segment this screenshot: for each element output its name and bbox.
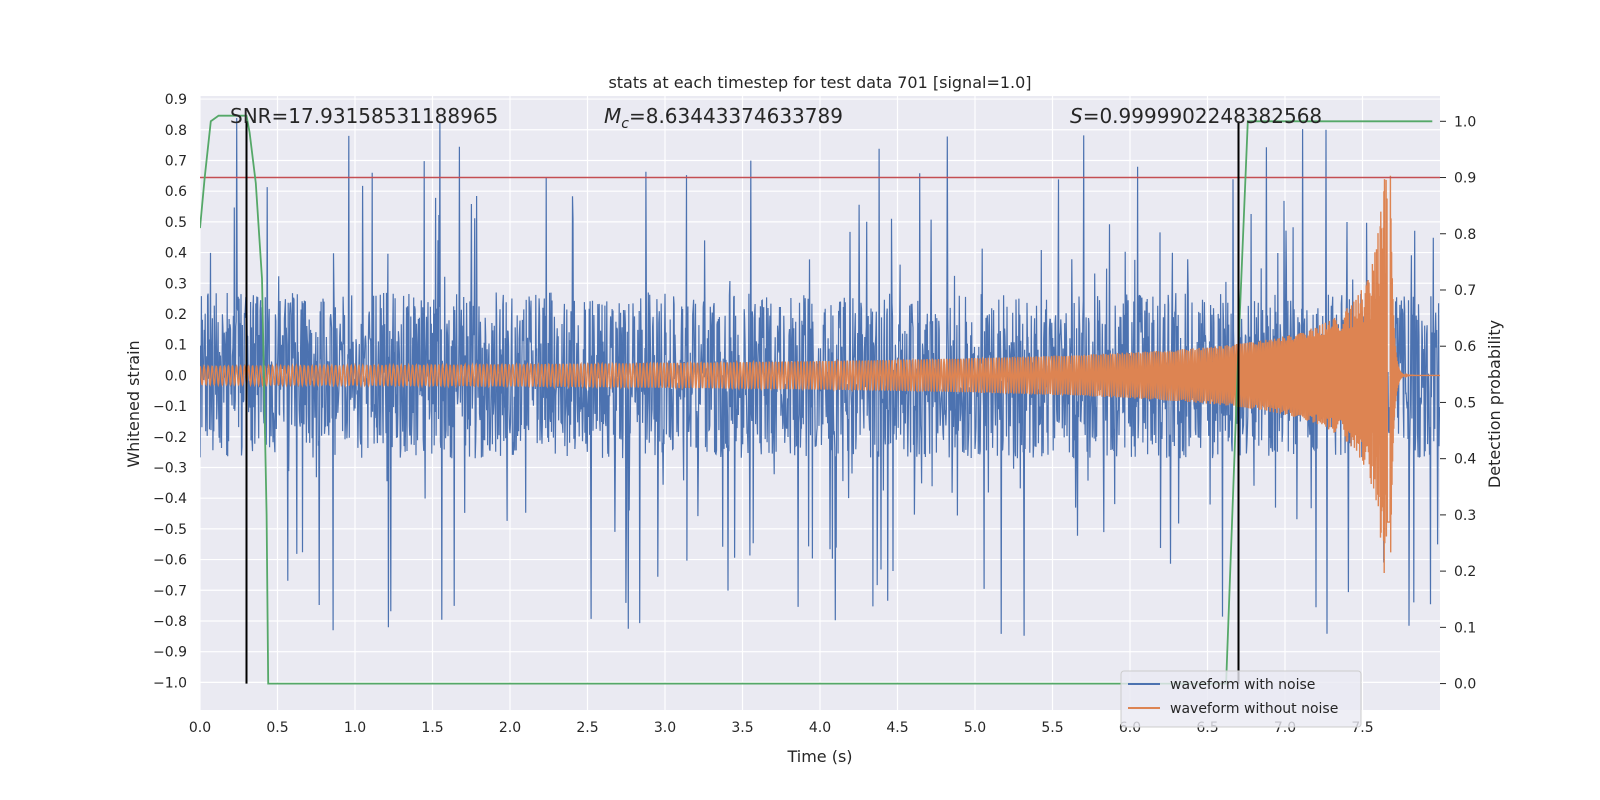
x-tick-label: 1.5 (421, 720, 443, 736)
x-tick-label: 2.0 (499, 720, 521, 736)
y-tick-label: 0.7 (165, 153, 187, 169)
series-detection-probability (200, 114, 1433, 685)
legend-label-noise: waveform with noise (1170, 677, 1315, 693)
y-tick-label: −0.9 (153, 645, 187, 661)
y-tick-label: −0.7 (153, 583, 187, 599)
x-tick-label: 2.5 (576, 720, 598, 736)
y2-tick-label: 0.3 (1454, 508, 1476, 524)
legend: waveform with noise waveform without noi… (1120, 670, 1362, 728)
y2-tick-label: 0.9 (1454, 171, 1476, 187)
y-tick-label: −0.6 (153, 553, 187, 569)
x-tick-label: 4.0 (809, 720, 831, 736)
x-tick-label: 1.0 (344, 720, 366, 736)
x-tick-label: 4.5 (886, 720, 908, 736)
y2-tick-label: 0.2 (1454, 564, 1476, 580)
x-tick-label: 0.5 (266, 720, 288, 736)
y-tick-label: −0.1 (153, 399, 187, 415)
y2-tick-label: 0.0 (1454, 677, 1476, 693)
y-axis-label: Whitened strain (124, 340, 143, 467)
y2-tick-label: 0.7 (1454, 283, 1476, 299)
y-tick-label: 0.5 (165, 215, 187, 231)
y-tick-label: 0.8 (165, 123, 187, 139)
y2-tick-label: 1.0 (1454, 114, 1476, 130)
y-tick-label: −0.4 (153, 491, 187, 507)
y-tick-label: 0.6 (165, 184, 187, 200)
y2-tick-label: 0.5 (1454, 395, 1476, 411)
y-axis-ticks: 0.9 0.8 0.7 0.6 0.5 0.4 0.3 0.2 0.1 0.0 −0.1 −0.2 −0… (153, 92, 187, 691)
chirp-mass-subscript: c (621, 116, 629, 132)
y-tick-label: 0.3 (165, 276, 187, 292)
chart-title: stats at each timestep for test data 701… (608, 73, 1031, 92)
x-tick-label: 5.5 (1041, 720, 1063, 736)
y-tick-label: 0.9 (165, 92, 187, 108)
y2-tick-label: 0.1 (1454, 620, 1476, 636)
x-axis-label: Time (s) (786, 747, 852, 766)
y-tick-label: 0.4 (165, 246, 187, 262)
y2-tick-label: 0.6 (1454, 339, 1476, 355)
series-waveform-with-noise (200, 117, 1440, 636)
series-waveform-without-noise (200, 175, 1440, 574)
x-tick-label: 5.0 (964, 720, 986, 736)
y2-axis-label: Detection probability (1485, 320, 1504, 488)
x-tick-label: 3.0 (654, 720, 676, 736)
legend-label-clean: waveform without noise (1170, 701, 1338, 717)
stat-annotation: S=0.9999902248382568 (1070, 104, 1322, 128)
y-tick-label: −0.3 (153, 460, 187, 476)
y2-tick-label: 0.4 (1454, 452, 1476, 468)
y-tick-label: −0.2 (153, 430, 187, 446)
y-tick-label: −0.8 (153, 614, 187, 630)
stat-symbol: S (1070, 104, 1083, 128)
y-tick-label: −0.5 (153, 522, 187, 538)
y-tick-label: −1.0 (153, 675, 187, 691)
y2-tick-label: 0.8 (1454, 227, 1476, 243)
y-tick-label: 0.1 (165, 338, 187, 354)
y-tick-label: 0.0 (165, 368, 187, 384)
event-markers (245, 121, 1240, 684)
chirp-mass-symbol: M (604, 104, 621, 128)
x-tick-label: 3.5 (731, 720, 753, 736)
chirp-mass-annotation: Mc=8.63443374633789 (604, 104, 843, 132)
x-tick-label: 0.0 (189, 720, 211, 736)
y2-axis-ticks: 1.0 0.9 0.8 0.7 0.6 0.5 0.4 0.3 0.2 0.1 0.0 (1440, 114, 1476, 693)
chirp-mass-value: =8.63443374633789 (629, 104, 843, 128)
stat-value: =0.9999902248382568 (1083, 104, 1322, 128)
y-tick-label: 0.2 (165, 307, 187, 323)
snr-annotation: SNR=17.93158531188965 (230, 104, 498, 128)
x-axis-ticks: 0.0 0.5 1.0 1.5 2.0 2.5 3.0 3.5 4.0 4.5 5.0 5.5 6.0 6… (189, 720, 1374, 736)
legend-box (1120, 670, 1362, 728)
